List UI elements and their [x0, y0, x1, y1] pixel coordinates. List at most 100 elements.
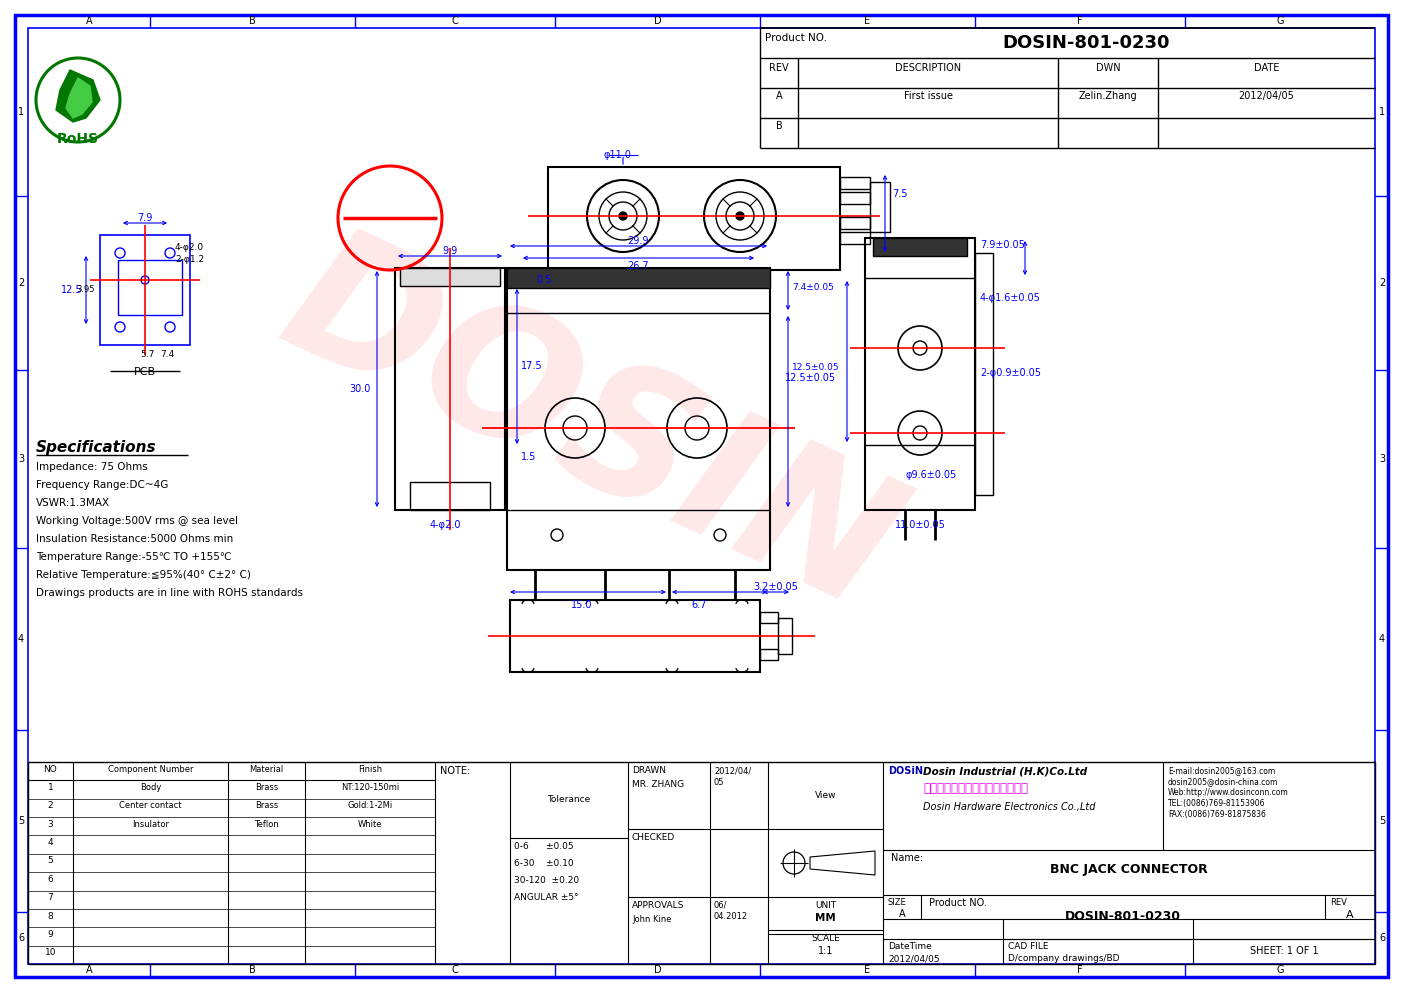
Text: Body: Body: [140, 783, 161, 792]
Text: 9: 9: [48, 930, 53, 939]
Text: 6.7: 6.7: [692, 600, 707, 610]
Bar: [840, 177, 870, 189]
Text: NOTE:: NOTE:: [441, 766, 470, 776]
Bar: [549, 167, 840, 270]
Text: 10: 10: [45, 948, 56, 957]
Text: A: A: [86, 965, 93, 975]
Text: NT:120-150mi: NT:120-150mi: [341, 783, 398, 792]
Text: D: D: [654, 16, 661, 26]
Text: 5: 5: [1379, 816, 1385, 826]
Text: 2: 2: [48, 802, 53, 810]
Text: Insulation Resistance:5000 Ohms min: Insulation Resistance:5000 Ohms min: [36, 534, 233, 544]
Text: 4: 4: [18, 634, 24, 644]
Text: 30.0: 30.0: [349, 384, 370, 394]
Text: G: G: [1277, 16, 1284, 26]
Text: dosin2005@dosin-china.com: dosin2005@dosin-china.com: [1169, 777, 1278, 786]
Text: Zelin.Zhang: Zelin.Zhang: [1079, 91, 1138, 101]
Text: 4-φ2.0: 4-φ2.0: [429, 520, 462, 530]
Text: 7: 7: [48, 893, 53, 903]
Text: SCALE: SCALE: [811, 934, 840, 943]
Bar: [870, 182, 890, 232]
Text: DATE: DATE: [1254, 63, 1280, 73]
Text: B: B: [776, 121, 783, 131]
Text: 05: 05: [714, 778, 724, 787]
Text: 1: 1: [18, 107, 24, 117]
Text: White: White: [358, 819, 382, 828]
Text: Material: Material: [250, 765, 283, 774]
Text: RoHS: RoHS: [58, 132, 100, 146]
Text: 9.9: 9.9: [442, 246, 457, 256]
Text: FAX:(0086)769-81875836: FAX:(0086)769-81875836: [1169, 810, 1266, 819]
Text: 1.5: 1.5: [521, 452, 536, 462]
Text: 11.0±0.05: 11.0±0.05: [895, 520, 946, 530]
Text: DESCRIPTION: DESCRIPTION: [895, 63, 961, 73]
Text: 2012/04/05: 2012/04/05: [888, 954, 940, 963]
Text: 17.5: 17.5: [521, 361, 543, 371]
Bar: [760, 649, 779, 660]
Text: REV: REV: [769, 63, 788, 73]
Text: 30-120  ±0.20: 30-120 ±0.20: [513, 876, 579, 885]
Text: 6: 6: [48, 875, 53, 884]
Text: Impedance: 75 Ohms: Impedance: 75 Ohms: [36, 462, 147, 472]
Text: Name:: Name:: [891, 853, 923, 863]
Text: G: G: [1277, 965, 1284, 975]
Text: 6: 6: [18, 933, 24, 943]
Text: Relative Temperature:≦95%(40° C±2° C): Relative Temperature:≦95%(40° C±2° C): [36, 570, 251, 580]
Bar: [118, 260, 182, 315]
Text: 12.5: 12.5: [62, 285, 83, 295]
Text: DOSIN-801-0230: DOSIN-801-0230: [1003, 34, 1170, 52]
Text: 6-30    ±0.10: 6-30 ±0.10: [513, 859, 574, 868]
Text: DWN: DWN: [1096, 63, 1121, 73]
Text: φ11.0: φ11.0: [603, 150, 631, 160]
Text: 3.95: 3.95: [77, 285, 95, 294]
Text: 3.2±0.05: 3.2±0.05: [753, 582, 798, 592]
Text: 29.9: 29.9: [627, 236, 648, 246]
Bar: [100, 235, 189, 345]
Polygon shape: [56, 70, 100, 122]
Text: Finish: Finish: [358, 765, 382, 774]
Text: DRAWN: DRAWN: [631, 766, 666, 775]
Bar: [396, 268, 505, 510]
Text: Component Number: Component Number: [108, 765, 194, 774]
Text: E-mail:dosin2005@163.com: E-mail:dosin2005@163.com: [1169, 766, 1275, 775]
Text: 4-φ1.6±0.05: 4-φ1.6±0.05: [981, 293, 1041, 303]
Text: View: View: [815, 792, 836, 801]
Text: DateTime: DateTime: [888, 942, 932, 951]
Text: 12.5±0.05: 12.5±0.05: [793, 363, 839, 373]
Text: 4-φ2.0: 4-φ2.0: [175, 243, 203, 252]
Text: Brass: Brass: [255, 783, 278, 792]
Text: A: A: [899, 909, 905, 919]
Text: 06/: 06/: [714, 901, 728, 910]
Text: 7.9: 7.9: [137, 213, 153, 223]
Bar: [400, 268, 499, 286]
Text: 2: 2: [1379, 278, 1385, 288]
Bar: [511, 600, 760, 672]
Text: B: B: [250, 965, 255, 975]
Text: Center contact: Center contact: [119, 802, 182, 810]
Text: BNC JACK CONNECTOR: BNC JACK CONNECTOR: [1049, 863, 1208, 876]
Bar: [840, 192, 870, 204]
Text: 7.9±0.05: 7.9±0.05: [981, 240, 1024, 250]
Text: DOSIN: DOSIN: [258, 212, 923, 648]
Text: Temperature Range:-55℃ TO +155℃: Temperature Range:-55℃ TO +155℃: [36, 552, 231, 562]
Text: E: E: [864, 965, 871, 975]
Text: A: A: [776, 91, 783, 101]
Text: Working Voltage:500V rms @ sea level: Working Voltage:500V rms @ sea level: [36, 516, 239, 526]
Text: 2: 2: [18, 278, 24, 288]
Bar: [975, 253, 993, 495]
Text: Frequency Range:DC~4G: Frequency Range:DC~4G: [36, 480, 168, 490]
Text: 0-6      ±0.05: 0-6 ±0.05: [513, 842, 574, 851]
Text: DOSIN-801-0230: DOSIN-801-0230: [1065, 910, 1181, 923]
Text: 04.2012: 04.2012: [714, 912, 748, 921]
Text: Dosin Hardware Electronics Co.,Ltd: Dosin Hardware Electronics Co.,Ltd: [923, 802, 1096, 812]
Text: 6: 6: [1379, 933, 1385, 943]
Text: Specifications: Specifications: [36, 440, 157, 455]
Text: Product NO.: Product NO.: [765, 33, 826, 43]
Text: 5.7: 5.7: [140, 350, 154, 359]
Text: John Kine: John Kine: [631, 915, 672, 924]
Bar: [506, 268, 770, 570]
Text: PCB: PCB: [133, 367, 156, 377]
Text: 0.5: 0.5: [536, 275, 551, 285]
Text: 2012/04/: 2012/04/: [714, 766, 751, 775]
Text: 7.5: 7.5: [892, 189, 908, 199]
